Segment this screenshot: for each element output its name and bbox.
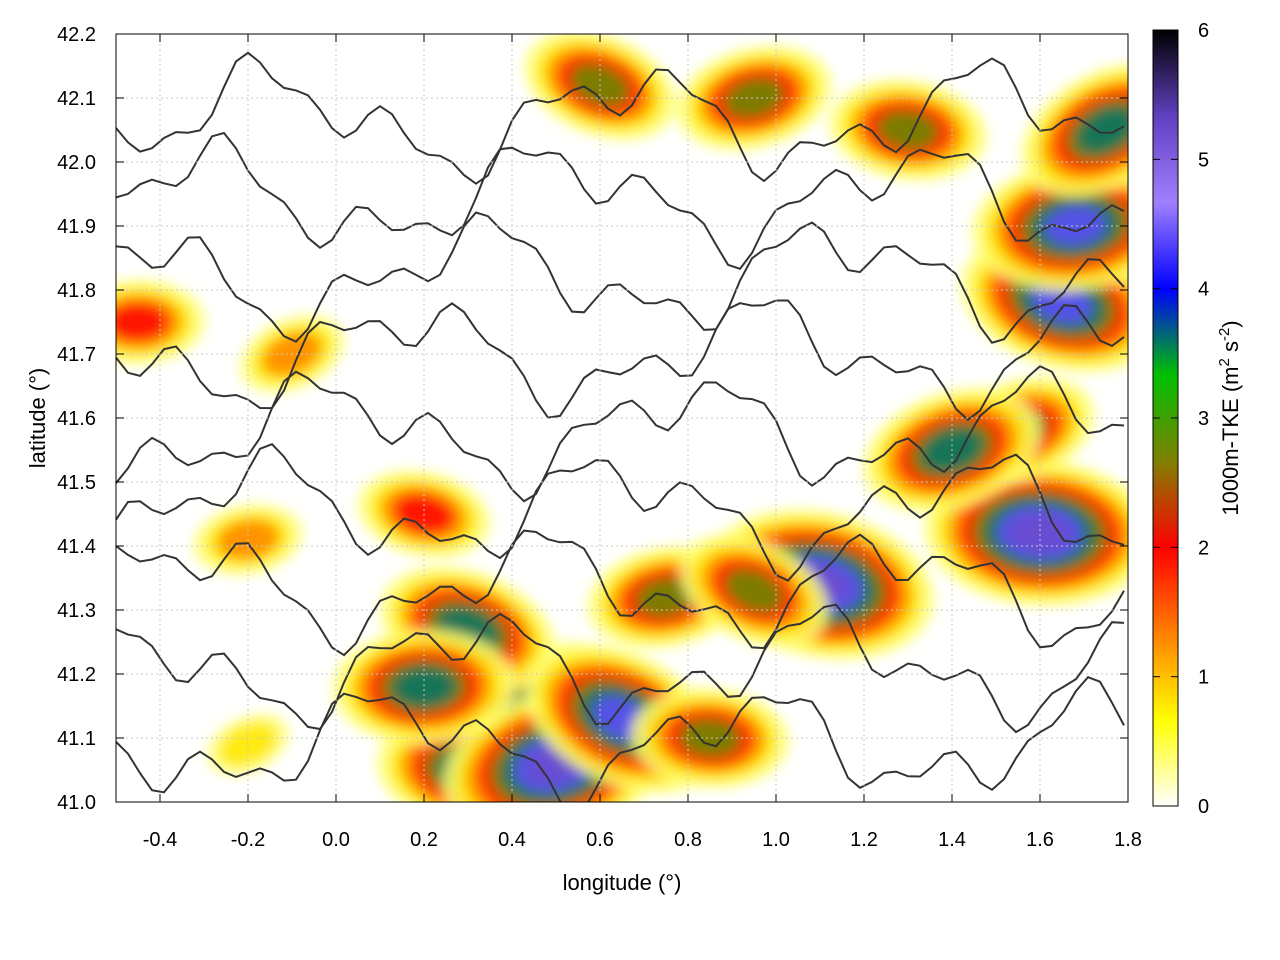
grid-lines	[116, 33, 1129, 803]
y-tick-label: 42.2	[57, 24, 96, 46]
contour-line	[116, 299, 1125, 421]
contour-line	[116, 365, 1125, 503]
x-tick-label: 0.0	[322, 829, 350, 851]
tke-blob	[678, 718, 742, 758]
colorbar-tick-label: 3	[1198, 408, 1209, 430]
x-axis-label: longitude (°)	[563, 870, 682, 895]
y-tick-label: 42.1	[57, 88, 96, 110]
y-tick-label: 42.0	[57, 152, 96, 174]
x-tick-labels: -0.4 -0.2 0.0 0.2 0.4 0.6 0.8 1.0 1.2 1.4 1.6 1.8	[143, 829, 1142, 851]
contour-line	[116, 131, 1125, 270]
tke-blob	[877, 110, 939, 150]
x-tick-label: 1.6	[1026, 829, 1054, 851]
colorbar-tick-label: 1	[1198, 667, 1209, 689]
tke-blob	[1031, 282, 1093, 324]
plot-area	[115, 33, 1129, 803]
contour-line	[116, 443, 1125, 582]
colorbar-label: 1000m-TKE (m2 s-2)	[1216, 320, 1243, 515]
tke-blob	[1044, 206, 1107, 246]
tke-blob	[724, 568, 784, 614]
x-tick-label: 1.2	[850, 829, 878, 851]
x-tick-label: 1.4	[938, 829, 966, 851]
y-tick-label: 41.0	[57, 792, 96, 814]
y-tick-label: 41.9	[57, 216, 96, 238]
tke-blob	[1077, 107, 1128, 153]
contour-line	[116, 603, 1125, 734]
colorbar: 0 1 2 3 4 5 6 1000m-TKE (m2 s-2)	[1152, 20, 1243, 818]
colorbar-tick-label: 2	[1198, 537, 1209, 559]
x-tick-label: 0.8	[674, 829, 702, 851]
tke-blob	[116, 302, 170, 342]
y-tick-label: 41.2	[57, 664, 96, 686]
x-tick-label: 0.6	[586, 829, 614, 851]
y-tick-label: 41.1	[57, 728, 96, 750]
colorbar-tick-label: 6	[1198, 20, 1209, 42]
colorbar-ticks: 0 1 2 3 4 5 6	[1153, 20, 1209, 818]
tke-blob	[635, 577, 697, 618]
y-tick-label: 41.8	[57, 280, 96, 302]
colorbar-tick-label: 4	[1198, 279, 1209, 301]
terrain-contours	[116, 51, 1125, 802]
contour-line	[116, 211, 1125, 344]
colorbar-tick-label: 5	[1198, 149, 1209, 171]
tke-blob	[723, 77, 785, 119]
y-tick-label: 41.4	[57, 536, 96, 558]
x-tick-label: 0.4	[498, 829, 526, 851]
contour-line	[116, 51, 1125, 185]
x-tick-label: -0.4	[143, 829, 177, 851]
contour-line	[116, 529, 1125, 657]
x-tick-label: 1.8	[1114, 829, 1142, 851]
axis-ticks	[116, 33, 1129, 803]
tke-blob	[1008, 513, 1072, 553]
x-tick-label: 1.0	[762, 829, 790, 851]
x-tick-label: 0.2	[410, 829, 438, 851]
contour-line	[116, 676, 1125, 802]
tke-blob	[392, 667, 456, 707]
y-tick-label: 41.3	[57, 600, 96, 622]
y-tick-label: 41.6	[57, 408, 96, 430]
y-tick-labels: 41.0 41.1 41.2 41.3 41.4 41.5 41.6 41.7 41.8 41.9…	[57, 24, 96, 814]
y-tick-label: 41.7	[57, 344, 96, 366]
x-tick-label: -0.2	[231, 829, 265, 851]
y-axis-label: latitude (°)	[25, 368, 50, 469]
y-tick-label: 41.5	[57, 472, 96, 494]
colorbar-tick-label: 0	[1198, 796, 1209, 818]
